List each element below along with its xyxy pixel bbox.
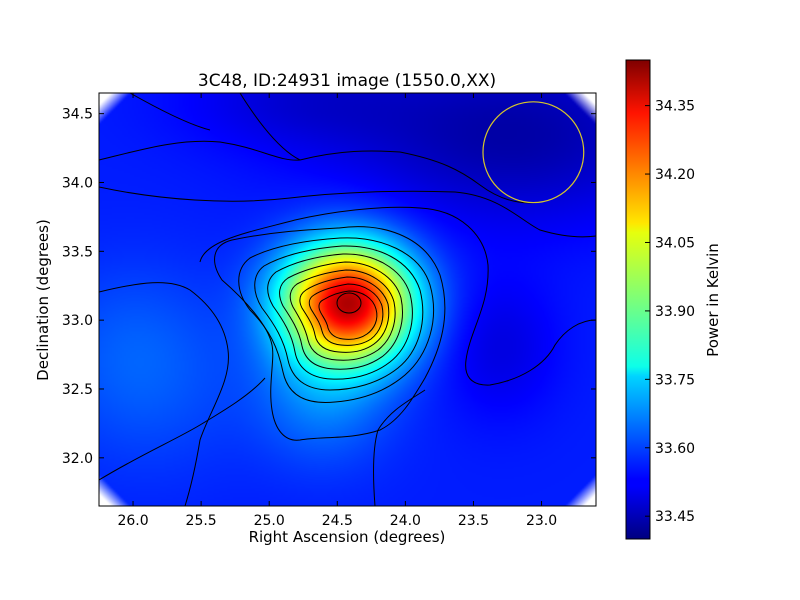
colorbar-label: Power in Kelvin [704,243,722,357]
x-tick-label: 24.5 [322,513,353,529]
contour-line [199,206,421,263]
colorbar-tick-label: 34.35 [655,99,695,115]
x-tick-label: 26.0 [117,513,148,529]
x-axis-label: Right Ascension (degrees) [249,528,446,546]
colorbar-tick-label: 34.05 [655,235,695,251]
contour-line [238,237,434,404]
contour-line [299,276,390,353]
contour-line [99,377,266,481]
contour-line [214,226,446,441]
contour-line [336,292,362,314]
x-axis: 26.0 25.5 25.0 24.5 24.0 23.5 23.0 [117,93,557,529]
contour-line [99,282,229,506]
beam-circle [482,101,585,204]
contour-line [419,207,596,386]
contour-line [239,93,301,161]
colorbar-frame [625,59,651,540]
plot-area: 26.0 25.5 25.0 24.5 24.0 23.5 23.0 32.0 32.5 33.… [62,92,597,529]
colorbar-tick-label: 33.75 [655,372,695,388]
colorbar-tick-label: 33.90 [655,304,695,320]
contour-line [99,186,596,238]
contour-line [399,151,541,204]
chart-title: 3C48, ID:24931 image (1550.0,XX) [198,71,496,91]
y-axis: 32.0 32.5 33.0 33.5 34.0 34.5 [62,107,596,467]
y-axis-label: Declination (degrees) [34,219,52,381]
contour-line [318,290,378,340]
x-tick-label: 24.0 [390,513,421,529]
y-tick-label: 34.0 [62,175,93,191]
contour-line [308,283,384,346]
y-tick-label: 34.5 [62,107,93,123]
contour-line [254,245,424,391]
contour-line [279,261,403,370]
contour-line [267,253,413,380]
colorbar-tick-label: 33.60 [655,441,695,457]
x-tick-label: 23.0 [526,513,557,529]
contour-line [99,140,401,161]
plot-frame [98,92,597,507]
colorbar-tick-label: 34.20 [655,167,695,183]
x-tick-label: 23.5 [458,513,489,529]
colorbar: 33.45 33.60 33.75 33.90 34.05 34.20 34.35 [625,59,695,540]
y-tick-label: 32.5 [62,382,93,398]
contour-line [289,269,396,361]
y-tick-label: 32.0 [62,451,93,467]
contour-line [129,93,211,131]
contour-line [372,389,426,506]
y-tick-label: 33.0 [62,313,93,329]
heatmap-image [99,93,596,506]
x-tick-label: 25.5 [186,513,217,529]
y-tick-label: 33.5 [62,244,93,260]
colorbar-tick-label: 33.45 [655,509,695,525]
colorbar-ticks: 33.45 33.60 33.75 33.90 34.05 34.20 34.35 [645,99,695,525]
contour-layer [99,93,596,506]
colorbar-gradient [626,60,650,539]
x-tick-label: 25.0 [254,513,285,529]
